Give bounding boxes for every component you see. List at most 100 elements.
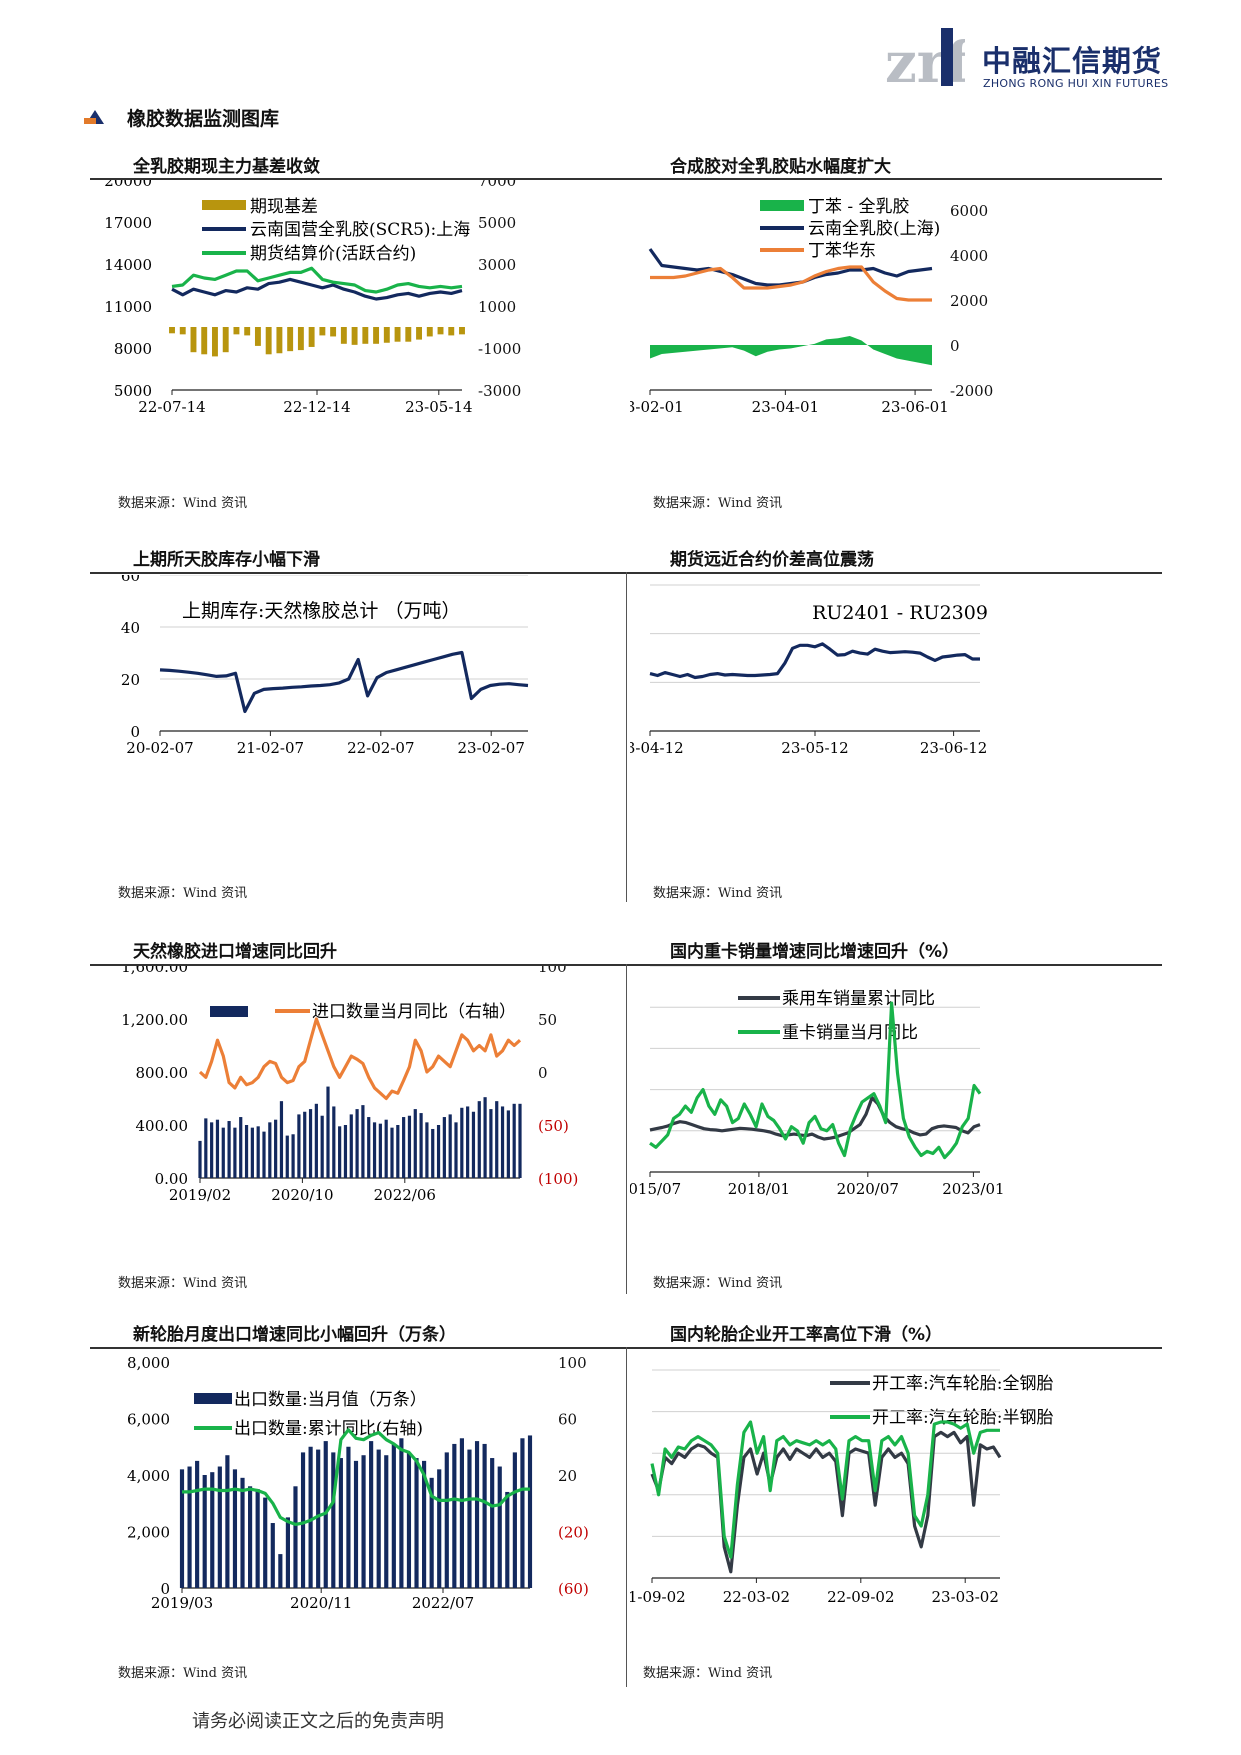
bar-mark — [426, 327, 433, 337]
x-tick-label: 2020/11 — [290, 1594, 352, 1612]
y-tick-label-left: 14000 — [104, 256, 152, 274]
bar-mark — [227, 1121, 231, 1178]
bar-mark — [268, 1122, 272, 1178]
y-tick-label-right: (60) — [558, 1580, 589, 1598]
bar-mark — [384, 1119, 388, 1178]
bar-mark — [367, 1117, 371, 1178]
bar-mark — [274, 1119, 278, 1178]
bar-mark — [240, 1477, 245, 1588]
legend-label-sbr-east: 丁苯华东 — [808, 241, 876, 261]
company-name-cn: 中融汇信期货 — [982, 44, 1163, 78]
y-tick-label-left: 20 — [121, 671, 140, 689]
legend-label-passenger: 乘用车销量累计同比 — [782, 989, 935, 1009]
bar-mark — [225, 1455, 230, 1588]
y-tick-label-right: -1000 — [478, 340, 521, 358]
bar-mark — [512, 1103, 516, 1178]
chart-title-imports: 天然橡胶进口增速同比回升 — [133, 942, 337, 962]
y-tick-label-right: 1000 — [478, 298, 516, 316]
legend-label-basis: 期现基差 — [250, 197, 318, 217]
bar-mark — [483, 1097, 487, 1178]
bar-mark — [396, 1125, 400, 1178]
bar-mark — [444, 1452, 449, 1588]
x-tick-label: 2022/07 — [412, 1594, 474, 1612]
line-series — [650, 265, 932, 302]
bar-mark — [390, 1127, 394, 1178]
bar-mark — [448, 1114, 452, 1178]
legend-label-heavy-truck: 重卡销量当月同比 — [782, 1023, 918, 1043]
section-title: 橡胶数据监测图库 — [127, 108, 280, 130]
x-tick-label: 2019/03 — [151, 1594, 213, 1612]
bar-mark — [505, 1491, 510, 1588]
bar-mark — [402, 1117, 406, 1178]
column-divider-4 — [626, 1347, 627, 1687]
bar-mark — [202, 1475, 207, 1588]
source-note-8: 数据来源：Wind 资讯 — [643, 1666, 773, 1681]
bar-mark — [308, 1446, 313, 1588]
bar-mark — [338, 1458, 343, 1588]
x-tick-label: 23-02-01 — [630, 398, 684, 416]
bar-mark — [506, 1110, 510, 1178]
legend-label-futures: 期货结算价(活跃合约) — [250, 244, 416, 264]
bar-mark — [326, 1086, 330, 1178]
chart-trucks: 乘用车销量累计同比 重卡销量当月同比 4003002001000(100)201… — [630, 966, 1005, 1198]
line-series — [159, 650, 529, 714]
bar-mark — [527, 1435, 533, 1588]
bar-mark — [482, 1443, 487, 1588]
legend-label-truck-tire: 开工率:汽车轮胎:全钢胎 — [872, 1374, 1053, 1394]
y-tick-label-right: 7000 — [478, 180, 516, 190]
chart-synthetic: 丁苯 - 全乳胶 云南全乳胶(上海) 丁苯华东 1400012000100008… — [630, 197, 993, 416]
y-tick-label-right: 0 — [538, 1064, 548, 1082]
bar-mark — [353, 1460, 359, 1588]
bar-mark — [285, 1135, 289, 1178]
legend-swatch-export-volume — [194, 1393, 232, 1404]
y-tick-label-left: 5000 — [114, 382, 152, 400]
bar-mark — [256, 1126, 260, 1178]
source-note-3: 数据来源：Wind 资讯 — [118, 886, 248, 901]
bar-mark — [376, 1449, 381, 1588]
bar-mark — [210, 1472, 215, 1588]
bar-mark — [351, 327, 358, 345]
legend: 期现基差 云南国营全乳胶(SCR5):上海 期货结算价(活跃合约) — [202, 197, 470, 264]
line-series — [649, 642, 980, 680]
line-series — [648, 248, 933, 287]
bar-mark — [239, 1117, 243, 1178]
x-tick-label: 23-04-01 — [752, 398, 819, 416]
source-note-5: 数据来源：Wind 资讯 — [118, 1276, 248, 1291]
chart-title-spread: 期货远近合约价差高位震荡 — [670, 550, 874, 570]
y-tick-label-left: 2,000 — [127, 1524, 170, 1542]
bar-mark — [169, 327, 175, 334]
chart-inventory: 上期库存:天然橡胶总计 （万吨） 60 40 20 020-02-07 21-02-07… — [121, 575, 529, 757]
bar-mark — [276, 327, 283, 354]
bar-mark — [217, 1466, 222, 1588]
chart-title-operating-rate: 国内轮胎企业开工率高位下滑（%） — [670, 1325, 943, 1345]
legend-label-import-yoy: 进口数量当月同比（右轴） — [312, 1002, 516, 1022]
y-tick-label-right: (100) — [538, 1170, 578, 1188]
x-tick-label: 23-05-12 — [781, 739, 848, 757]
bar-mark — [265, 327, 272, 355]
x-tick-label: 2015/07 — [630, 1180, 681, 1198]
legend-label-scr5: 云南国营全乳胶(SCR5):上海 — [250, 220, 470, 240]
x-tick-label: 2020/10 — [271, 1186, 333, 1204]
chart-operating-rate: 开工率:汽车轮胎:全钢胎 开工率:汽车轮胎:半钢胎 10080604020021… — [630, 1369, 1053, 1606]
bar-mark — [467, 1449, 472, 1588]
bar-mark — [179, 1469, 185, 1588]
bar-mark — [378, 1123, 382, 1178]
bar-mark — [399, 1438, 404, 1588]
y-tick-label-left: 60 — [121, 575, 140, 585]
bar-mark — [279, 1101, 284, 1178]
legend-label-sbr-diff: 丁苯 - 全乳胶 — [808, 197, 910, 217]
bar-mark — [212, 327, 218, 357]
y-tick-label-right: 100 — [538, 966, 567, 976]
bar-mark — [201, 327, 208, 355]
x-tick-label: 22-02-07 — [347, 739, 414, 757]
bar-mark — [308, 1109, 313, 1178]
bar-mark — [195, 1460, 200, 1588]
bar-mark — [416, 327, 422, 340]
x-tick-label: 21-09-02 — [630, 1588, 686, 1606]
y-tick-label-right: 50 — [538, 1011, 557, 1029]
bar-mark — [361, 1455, 366, 1588]
bar-mark — [314, 1103, 318, 1178]
x-tick-label: 23-04-12 — [630, 739, 684, 757]
bar-mark — [244, 1125, 249, 1178]
x-tick-label: 22-12-14 — [283, 398, 350, 416]
